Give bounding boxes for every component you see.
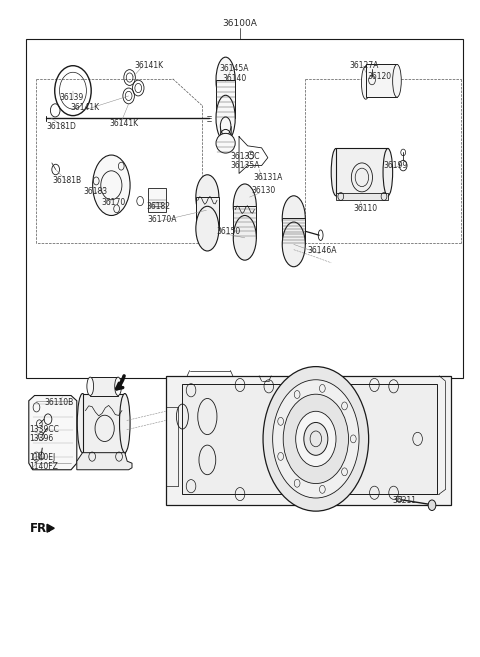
Text: 36145A: 36145A: [219, 64, 249, 74]
Text: 36141K: 36141K: [134, 61, 163, 70]
Ellipse shape: [77, 394, 88, 453]
Ellipse shape: [282, 222, 305, 267]
Circle shape: [428, 500, 436, 510]
Ellipse shape: [233, 215, 256, 260]
Text: 36120: 36120: [367, 72, 391, 81]
Ellipse shape: [196, 206, 219, 251]
Text: 36182: 36182: [146, 202, 170, 211]
Bar: [233, 206, 256, 238]
Text: 36130: 36130: [251, 186, 275, 195]
Ellipse shape: [393, 64, 401, 97]
Text: 13396: 13396: [29, 434, 53, 443]
Ellipse shape: [383, 148, 393, 196]
Text: 36150: 36150: [216, 227, 240, 236]
Bar: [336, 193, 388, 200]
Bar: [182, 384, 437, 494]
Text: 36181B: 36181B: [53, 175, 82, 185]
Text: 36139: 36139: [59, 93, 83, 102]
Text: 36100A: 36100A: [223, 18, 257, 28]
Circle shape: [304, 422, 328, 455]
Text: 36141K: 36141K: [71, 103, 100, 112]
Text: 1140FZ: 1140FZ: [29, 462, 58, 471]
Text: 36141K: 36141K: [109, 119, 138, 128]
Ellipse shape: [282, 196, 305, 240]
Ellipse shape: [120, 394, 130, 453]
Text: 36110B: 36110B: [44, 397, 73, 407]
Ellipse shape: [216, 133, 235, 153]
Circle shape: [283, 394, 348, 484]
Text: 1339CC: 1339CC: [29, 425, 59, 434]
Text: 36135C: 36135C: [230, 152, 260, 161]
Ellipse shape: [233, 184, 256, 229]
Text: 36135A: 36135A: [230, 161, 260, 170]
Text: 36140: 36140: [222, 74, 246, 83]
Ellipse shape: [93, 155, 130, 215]
Bar: [282, 218, 305, 244]
Circle shape: [263, 367, 369, 511]
Bar: [336, 148, 388, 196]
Ellipse shape: [361, 66, 370, 99]
Polygon shape: [29, 396, 77, 470]
Ellipse shape: [196, 175, 219, 219]
Ellipse shape: [331, 148, 341, 196]
Bar: [26, 39, 463, 378]
Bar: [366, 64, 397, 97]
Ellipse shape: [87, 377, 94, 396]
Bar: [166, 376, 451, 505]
Text: 36146A: 36146A: [308, 246, 337, 256]
Bar: [396, 496, 401, 501]
Circle shape: [296, 411, 336, 466]
Text: 36170: 36170: [101, 198, 125, 207]
Bar: [90, 377, 118, 396]
Ellipse shape: [216, 57, 235, 103]
Text: 36170A: 36170A: [147, 215, 177, 224]
Text: 36211: 36211: [392, 496, 416, 505]
Bar: [148, 188, 166, 212]
Text: 1140EJ: 1140EJ: [29, 453, 55, 462]
Ellipse shape: [115, 377, 121, 396]
Ellipse shape: [216, 95, 235, 141]
Circle shape: [273, 380, 359, 498]
Polygon shape: [77, 453, 132, 470]
Text: 36110: 36110: [354, 204, 378, 214]
Bar: [196, 197, 219, 229]
Text: 36131A: 36131A: [253, 173, 283, 182]
Text: FR.: FR.: [30, 522, 52, 535]
Text: 36199: 36199: [384, 161, 408, 170]
Text: 36181D: 36181D: [47, 122, 76, 131]
Polygon shape: [47, 524, 54, 532]
Text: 36127A: 36127A: [349, 61, 379, 70]
Bar: [216, 80, 235, 118]
Text: 36183: 36183: [83, 187, 107, 196]
Bar: [83, 394, 125, 453]
